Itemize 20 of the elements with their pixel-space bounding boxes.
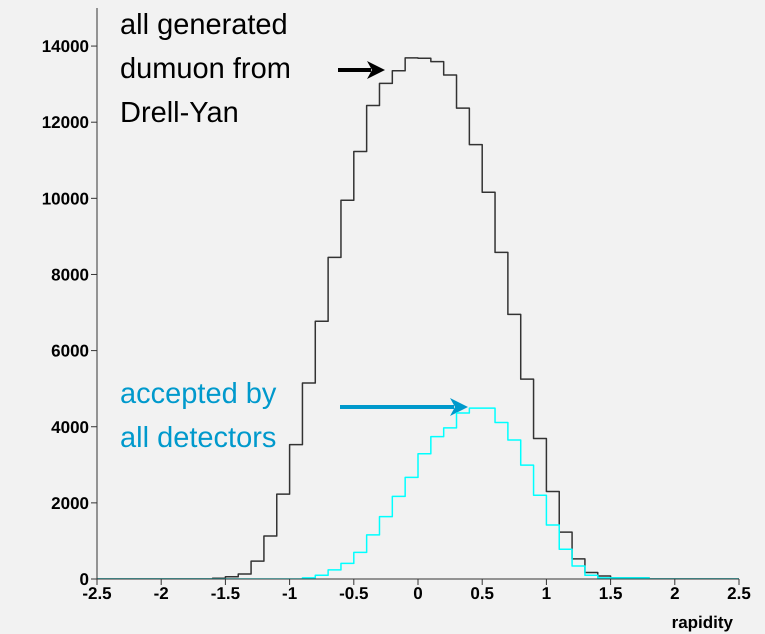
y-tick-label: 4000: [51, 418, 89, 437]
x-tick-label: -2: [154, 584, 169, 604]
x-tick-label: 0: [413, 584, 423, 604]
y-tick-label: 2000: [51, 494, 89, 513]
annotation: all generated dumuon from Drell-Yan: [120, 9, 291, 129]
annotation: accepted by all detectors: [120, 378, 277, 454]
y-tick-label: 6000: [51, 342, 89, 361]
x-tick-label: 0.5: [470, 584, 494, 604]
x-axis-title: rapidity: [672, 613, 734, 632]
y-tick-label: 8000: [51, 266, 89, 284]
y-tick-label: 10000: [42, 189, 89, 208]
x-tick-label: -0.5: [339, 584, 368, 604]
x-tick-label: -1: [282, 584, 298, 604]
x-tick-label: 1: [542, 584, 552, 604]
x-tick-label: 1.5: [598, 584, 622, 604]
x-tick-label: -1.5: [210, 584, 240, 604]
y-tick-label: 14000: [42, 37, 89, 56]
x-tick-label: 2: [670, 584, 680, 604]
x-tick-label: 2.5: [727, 584, 751, 604]
y-tick-label: 12000: [42, 113, 89, 132]
